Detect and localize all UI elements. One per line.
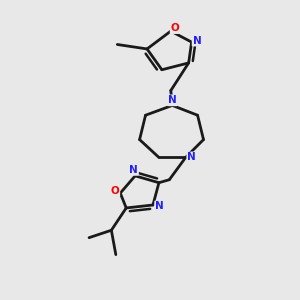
- Text: O: O: [171, 23, 179, 33]
- Text: N: N: [129, 165, 138, 175]
- Text: N: N: [193, 36, 201, 46]
- Text: N: N: [168, 95, 177, 105]
- Text: O: O: [111, 186, 119, 196]
- Text: N: N: [155, 202, 164, 212]
- Text: N: N: [187, 152, 196, 162]
